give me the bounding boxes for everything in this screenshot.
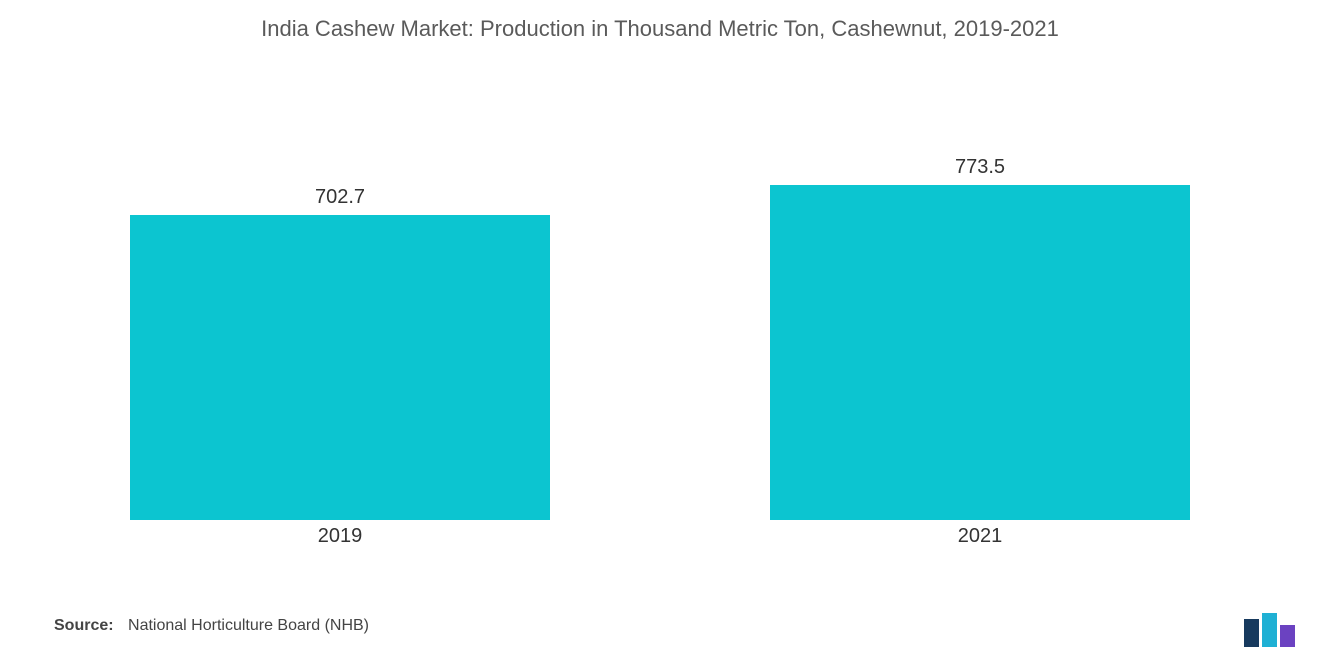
source-text: National Horticulture Board (NHB) <box>128 617 369 634</box>
source-line: Source: National Horticulture Board (NHB… <box>54 617 369 635</box>
bar-value-label: 773.5 <box>955 156 1005 179</box>
source-label: Source: <box>54 617 114 634</box>
plot-area: 702.7 773.5 <box>130 90 1190 520</box>
logo-bar-1 <box>1244 619 1259 647</box>
x-axis-labels: 2019 2021 <box>130 525 1190 548</box>
brand-logo-icon <box>1244 613 1300 647</box>
bar-slot-2021: 773.5 <box>770 90 1190 520</box>
x-label-2021: 2021 <box>770 525 1190 548</box>
x-label-2019: 2019 <box>130 525 550 548</box>
chart-container: India Cashew Market: Production in Thous… <box>0 0 1320 665</box>
bar-slot-2019: 702.7 <box>130 90 550 520</box>
chart-title: India Cashew Market: Production in Thous… <box>0 0 1320 42</box>
bar-rect-2019 <box>130 215 550 520</box>
bars-group: 702.7 773.5 <box>130 90 1190 520</box>
logo-bar-3 <box>1280 625 1295 647</box>
bar-rect-2021 <box>770 185 1190 520</box>
logo-bar-2 <box>1262 613 1277 647</box>
bar-value-label: 702.7 <box>315 186 365 209</box>
